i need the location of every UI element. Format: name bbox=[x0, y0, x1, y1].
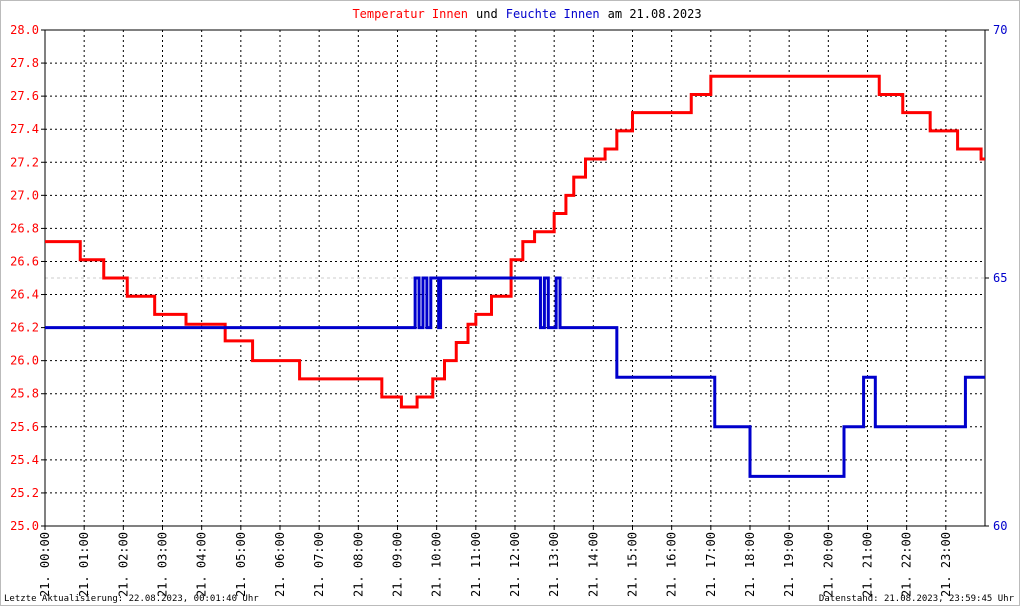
y-tick-label: 26.4 bbox=[10, 288, 39, 302]
y-tick-label: 25.6 bbox=[10, 420, 39, 434]
x-tick-label: 21. 11:00 bbox=[469, 532, 483, 597]
x-tick-label: 21. 06:00 bbox=[273, 532, 287, 597]
x-tick-label: 21. 04:00 bbox=[195, 532, 209, 597]
x-tick-label: 21. 13:00 bbox=[547, 532, 561, 597]
x-tick-label: 21. 07:00 bbox=[312, 532, 326, 597]
y-tick-label: 26.6 bbox=[10, 254, 39, 268]
x-tick-label: 21. 10:00 bbox=[430, 532, 444, 597]
y-tick-label: 27.2 bbox=[10, 155, 39, 169]
x-tick-label: 21. 21:00 bbox=[861, 532, 875, 597]
y-tick-label: 25.4 bbox=[10, 453, 39, 467]
footer-right: Datenstand: 21.08.2023, 23:59:45 Uhr bbox=[819, 594, 1015, 604]
series-line bbox=[45, 276, 985, 478]
y2-tick-label: 60 bbox=[993, 519, 1007, 533]
x-tick-label: 21. 18:00 bbox=[743, 532, 757, 597]
y-tick-label: 26.0 bbox=[10, 354, 39, 368]
y-tick-label: 27.0 bbox=[10, 188, 39, 202]
x-tick-label: 21. 08:00 bbox=[351, 532, 365, 597]
x-tick-label: 21. 02:00 bbox=[116, 532, 130, 597]
y2-tick-label: 65 bbox=[993, 271, 1007, 285]
title-part: Feuchte Innen bbox=[506, 7, 600, 21]
y-tick-label: 25.2 bbox=[10, 486, 39, 500]
x-tick-label: 21. 12:00 bbox=[508, 532, 522, 597]
y-tick-label: 25.0 bbox=[10, 519, 39, 533]
y2-tick-label: 70 bbox=[993, 23, 1007, 37]
y-tick-label: 28.0 bbox=[10, 23, 39, 37]
x-tick-label: 21. 20:00 bbox=[821, 532, 835, 597]
x-tick-label: 21. 22:00 bbox=[900, 532, 914, 597]
x-tick-label: 21. 05:00 bbox=[234, 532, 248, 597]
x-tick-label: 21. 14:00 bbox=[586, 532, 600, 597]
x-tick-label: 21. 17:00 bbox=[704, 532, 718, 597]
y-tick-label: 26.8 bbox=[10, 221, 39, 235]
x-tick-label: 21. 15:00 bbox=[626, 532, 640, 597]
y-tick-label: 27.4 bbox=[10, 122, 39, 136]
title-part: Temperatur Innen bbox=[352, 7, 468, 21]
plot-border bbox=[44, 29, 986, 527]
x-tick-label: 21. 00:00 bbox=[38, 532, 52, 597]
x-tick-label: 21. 19:00 bbox=[782, 532, 796, 597]
x-tick-label: 21. 23:00 bbox=[939, 532, 953, 597]
x-tick-label: 21. 03:00 bbox=[156, 532, 170, 597]
chart-title: Temperatur Innen und Feuchte Innen am 21.08… bbox=[352, 7, 701, 21]
title-part: am 21.08.2023 bbox=[608, 7, 702, 21]
footer-left: Letzte Aktualisierung: 22.08.2023, 00:01… bbox=[4, 594, 259, 604]
title-part: und bbox=[476, 7, 498, 21]
x-tick-label: 21. 01:00 bbox=[77, 532, 91, 597]
x-tick-label: 21. 09:00 bbox=[391, 532, 405, 597]
series-line bbox=[45, 74, 985, 409]
y-tick-label: 26.2 bbox=[10, 321, 39, 335]
y-tick-label: 27.6 bbox=[10, 89, 39, 103]
y-tick-label: 25.8 bbox=[10, 387, 39, 401]
y-tick-label: 27.8 bbox=[10, 56, 39, 70]
x-tick-label: 21. 16:00 bbox=[665, 532, 679, 597]
